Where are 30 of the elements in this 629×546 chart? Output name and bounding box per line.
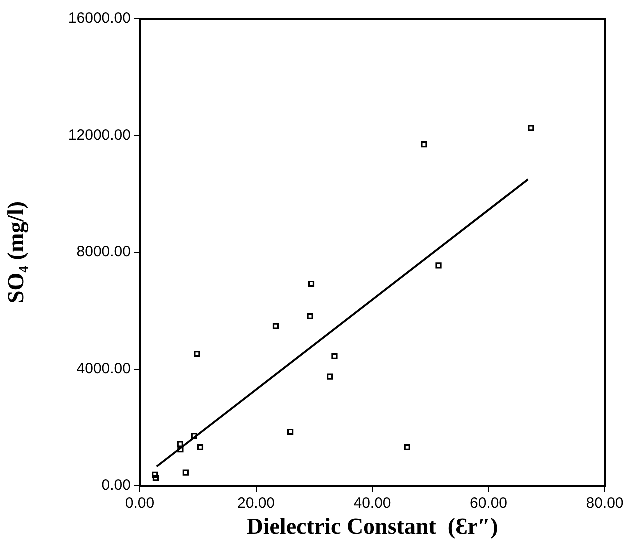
point <box>191 433 198 440</box>
x-tick-label: 20.00 <box>237 495 276 512</box>
point <box>152 475 160 482</box>
y-axis-title: SO₄ (mg/l) <box>4 201 30 304</box>
point <box>272 323 280 330</box>
point <box>404 444 410 451</box>
y-tick-label: 0.00 <box>102 477 131 494</box>
point <box>287 428 294 436</box>
point <box>327 374 334 380</box>
point <box>194 351 200 358</box>
point <box>182 470 189 476</box>
point <box>308 280 315 288</box>
x-tick-label: 60.00 <box>470 495 508 512</box>
point <box>332 353 338 360</box>
y-tick-label: 4000.00 <box>76 360 131 378</box>
point <box>421 141 428 148</box>
point <box>177 441 184 448</box>
x-tick-label: 40.00 <box>354 495 392 512</box>
x-axis-title: Dielectric Constant (Ɛr″) <box>246 514 498 540</box>
point <box>197 444 204 451</box>
x-tick-label: 80.00 <box>586 495 624 512</box>
x-tick-label: 0.00 <box>125 495 155 512</box>
point <box>178 446 184 453</box>
point <box>307 313 314 320</box>
y-tick-label: 12000.00 <box>68 126 131 144</box>
point <box>528 125 534 132</box>
point <box>436 262 442 269</box>
y-tick-label: 16000.00 <box>68 10 131 28</box>
y-tick-label: 8000.00 <box>76 244 131 261</box>
point <box>152 472 158 478</box>
